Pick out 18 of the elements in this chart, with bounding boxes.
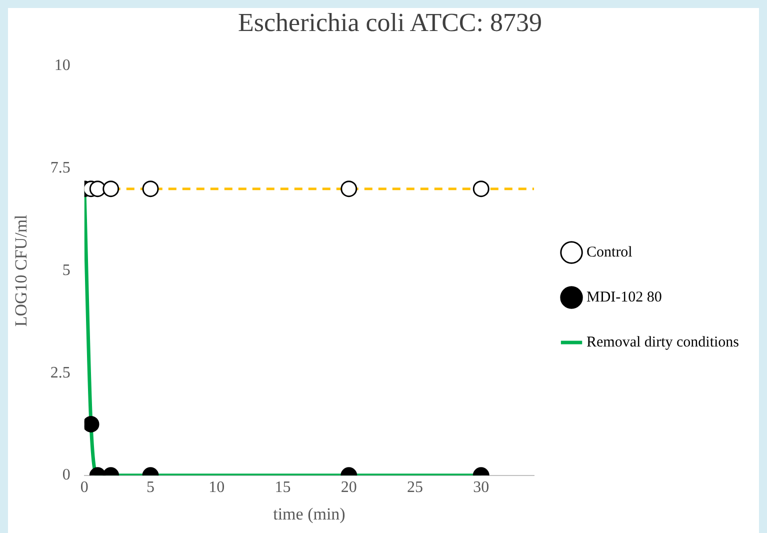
x-tick-label: 20 — [340, 479, 357, 496]
x-tick-label: 30 — [473, 479, 490, 496]
x-axis-title: time (min) — [273, 504, 346, 524]
x-tick-label: 10 — [208, 479, 225, 496]
legend-label: MDI-102 80 — [586, 289, 662, 306]
x-tick-label: 0 — [80, 479, 88, 496]
y-tick-label: 5 — [62, 262, 70, 279]
legend-label: Removal dirty conditions — [586, 334, 740, 350]
x-tick-label: 15 — [274, 479, 291, 496]
y-tick-label: 0 — [62, 466, 70, 484]
y-axis-title: LOG10 CFU/ml — [12, 214, 31, 327]
y-tick-label: 10 — [54, 57, 70, 74]
legend-label: Control — [586, 244, 632, 260]
x-tick-label: 25 — [407, 479, 423, 496]
y-tick-label: 2.5 — [50, 364, 70, 382]
chart-title: Escherichia coli ATCC: 8739 — [236, 8, 543, 38]
y-tick-label: 7.5 — [50, 160, 70, 177]
x-tick-label: 5 — [146, 479, 155, 496]
